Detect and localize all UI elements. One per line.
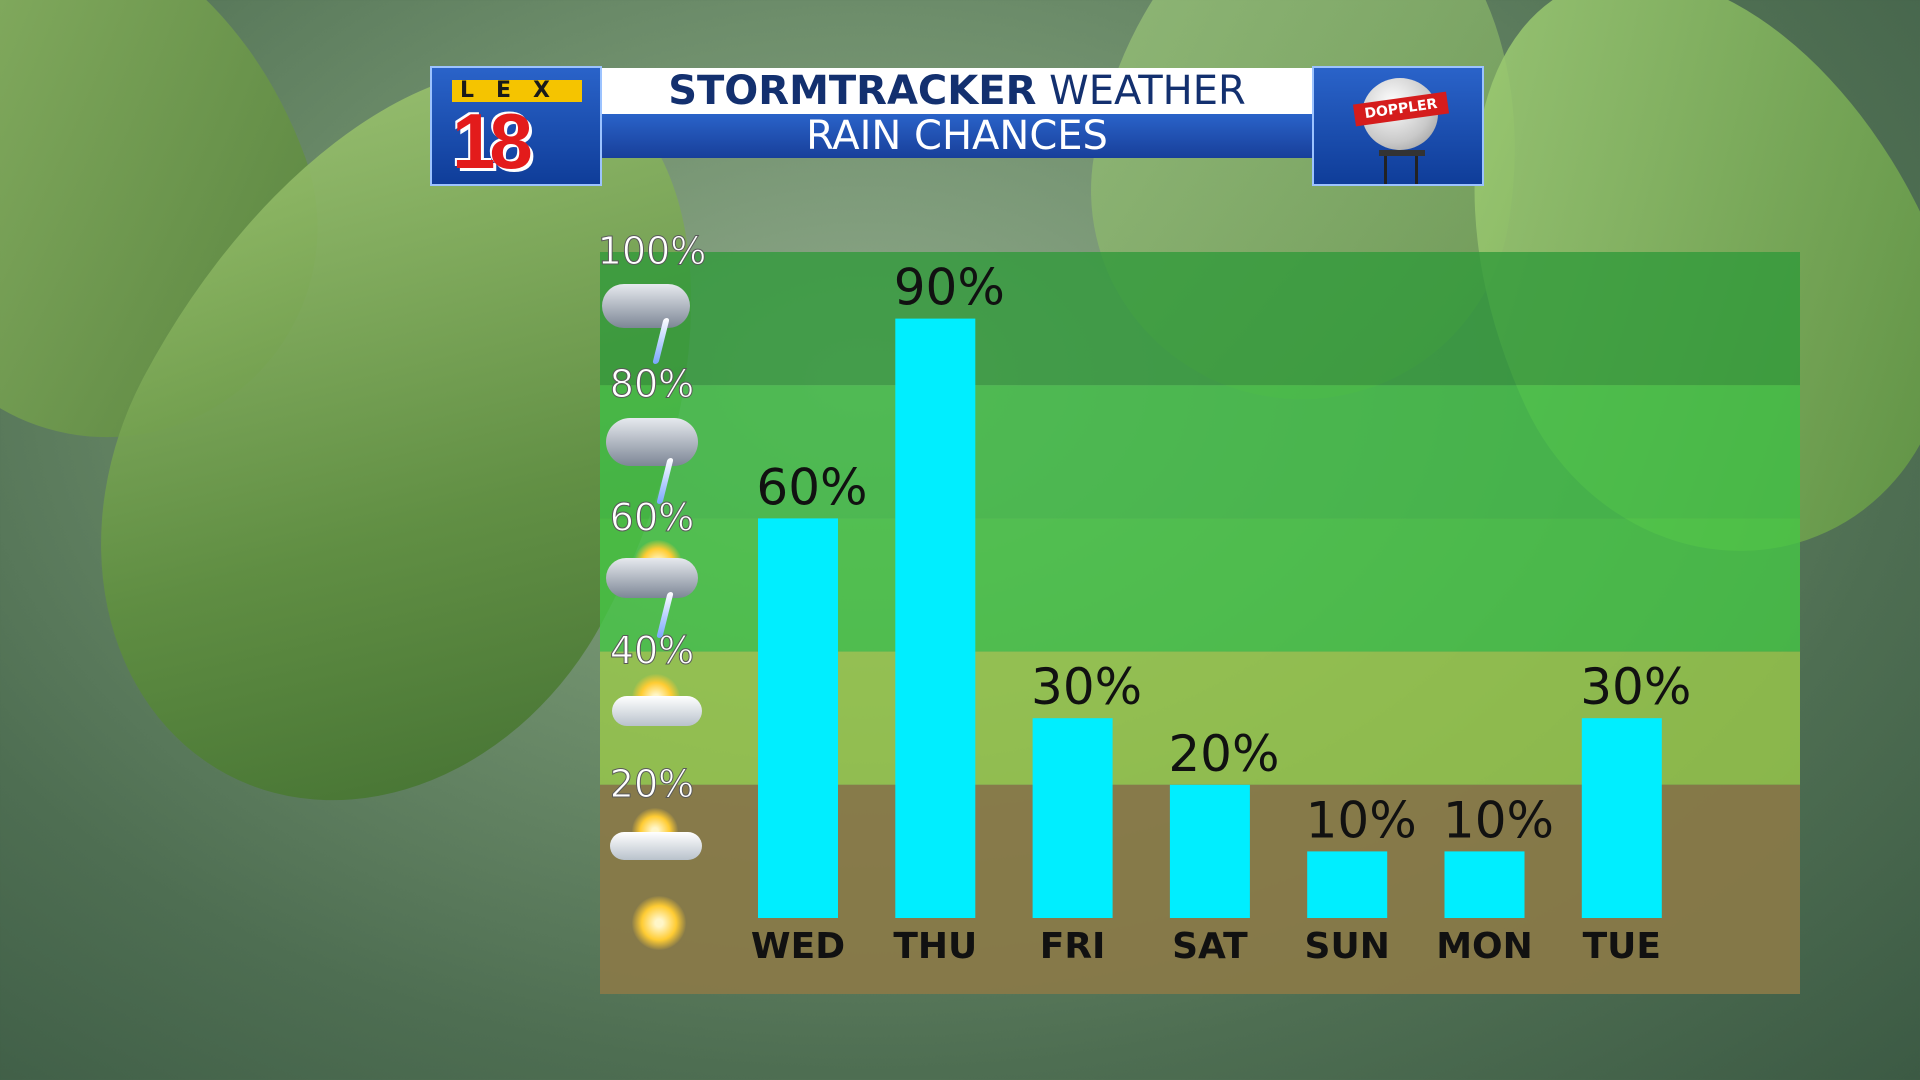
doppler-radar-logo: DOPPLER bbox=[1312, 66, 1484, 186]
x-tick-label: SAT bbox=[1172, 926, 1248, 967]
data-label: 30% bbox=[1031, 658, 1142, 716]
page-title: STORMTRACKER WEATHER bbox=[602, 68, 1312, 114]
data-label: 90% bbox=[894, 259, 1005, 317]
bar-sun bbox=[1307, 851, 1388, 918]
y-tick-label: 80% bbox=[610, 362, 694, 406]
radar-tower-icon bbox=[1379, 150, 1425, 184]
y-tick-label: 100% bbox=[598, 229, 707, 273]
title-rest: WEATHER bbox=[1036, 68, 1246, 114]
thunderstorm-icon bbox=[602, 278, 694, 368]
y-tick-label: 20% bbox=[610, 762, 694, 806]
station-channel-number: 18 bbox=[452, 97, 533, 185]
y-tick-label: 60% bbox=[610, 495, 694, 539]
x-tick-label: SUN bbox=[1305, 926, 1390, 967]
bar-tue bbox=[1581, 718, 1662, 918]
mostly-sunny-icon bbox=[610, 808, 702, 868]
chart-subtitle: RAIN CHANCES bbox=[602, 114, 1312, 158]
title-banner: STORMTRACKER WEATHER RAIN CHANCES bbox=[602, 68, 1312, 158]
sunny-icon bbox=[632, 896, 686, 950]
data-label: 10% bbox=[1443, 791, 1554, 849]
bar-wed bbox=[758, 518, 838, 918]
partly-cloudy-icon bbox=[612, 674, 702, 734]
x-tick-label: THU bbox=[893, 926, 977, 967]
station-call-letters: LEX bbox=[452, 80, 582, 102]
x-tick-label: FRI bbox=[1040, 926, 1106, 967]
bar-fri bbox=[1032, 718, 1113, 918]
bar-mon bbox=[1444, 851, 1525, 918]
band-60-80 bbox=[600, 385, 1800, 519]
band-80-100 bbox=[600, 252, 1800, 386]
title-main: STORMTRACKER bbox=[668, 68, 1037, 114]
partly-sunny-thunderstorm-icon bbox=[606, 540, 698, 640]
x-tick-label: WED bbox=[751, 926, 845, 967]
station-logo: LEX 18 bbox=[430, 66, 602, 186]
data-label: 20% bbox=[1168, 725, 1279, 783]
bar-sat bbox=[1169, 784, 1250, 918]
x-tick-label: MON bbox=[1436, 926, 1533, 967]
thunderstorm-icon bbox=[606, 412, 698, 512]
data-label: 30% bbox=[1580, 658, 1691, 716]
data-label: 60% bbox=[756, 458, 867, 516]
y-tick-label: 40% bbox=[610, 629, 694, 673]
x-tick-label: TUE bbox=[1583, 926, 1661, 967]
data-label: 10% bbox=[1306, 791, 1417, 849]
bar-thu bbox=[895, 318, 976, 919]
